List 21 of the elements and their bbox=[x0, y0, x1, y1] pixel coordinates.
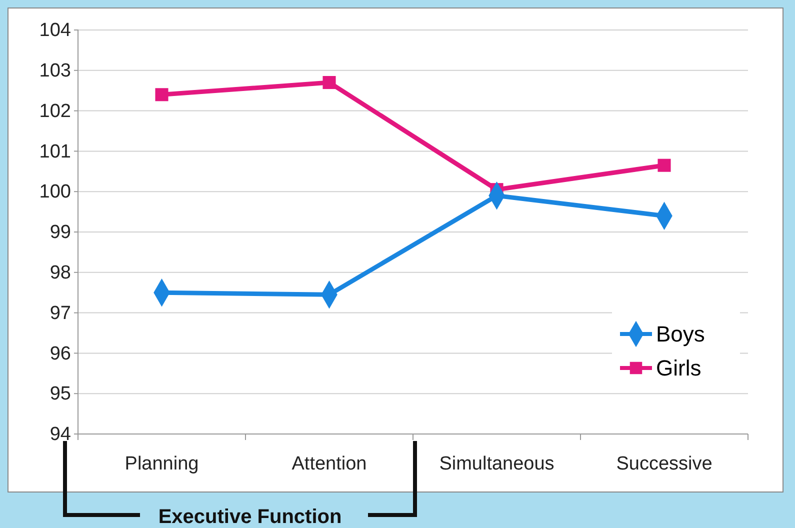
x-tick-label: Successive bbox=[616, 453, 712, 474]
y-tick-label: 95 bbox=[50, 384, 71, 405]
x-tick-label: Simultaneous bbox=[439, 453, 554, 474]
point bbox=[658, 158, 671, 172]
y-tick-label: 103 bbox=[39, 60, 71, 82]
y-tick-label: 96 bbox=[50, 343, 71, 364]
y-tick-label: 94 bbox=[50, 424, 72, 446]
point bbox=[155, 88, 168, 102]
x-tick-label: Planning bbox=[124, 453, 199, 474]
x-tick-label: Attention bbox=[292, 453, 367, 474]
y-tick-label: 100 bbox=[39, 182, 71, 203]
y-tick-label: 104 bbox=[39, 20, 72, 42]
legend-label: Boys bbox=[656, 322, 705, 347]
text: Executive Function bbox=[158, 506, 342, 528]
point bbox=[322, 76, 336, 90]
y-tick-label: 101 bbox=[39, 141, 71, 162]
y-tick-label: 98 bbox=[50, 262, 71, 284]
legend-label: Girls bbox=[656, 356, 702, 381]
y-tick-label: 102 bbox=[39, 100, 71, 122]
y-tick-label: 97 bbox=[50, 302, 71, 324]
y-tick-label: 99 bbox=[50, 222, 71, 244]
